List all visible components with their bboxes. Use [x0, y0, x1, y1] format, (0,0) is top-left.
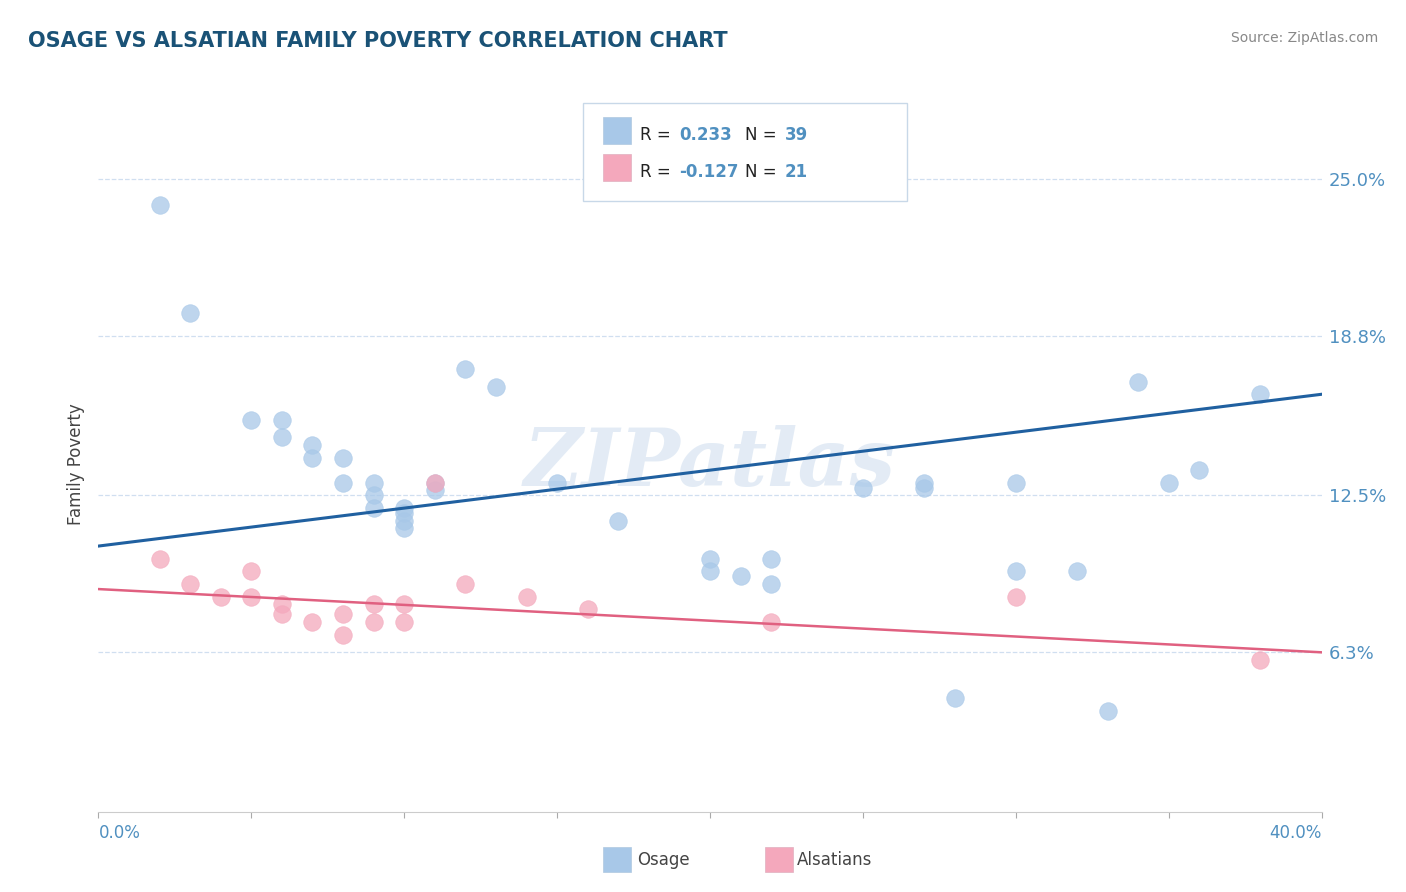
- Point: [179, 306, 201, 320]
- Point: [179, 577, 201, 591]
- Text: N =: N =: [745, 163, 782, 181]
- Text: Source: ZipAtlas.com: Source: ZipAtlas.com: [1230, 31, 1378, 45]
- Point: [209, 590, 232, 604]
- Point: [423, 475, 446, 490]
- Point: [363, 501, 385, 516]
- Point: [454, 577, 477, 591]
- Point: [546, 475, 568, 490]
- Point: [301, 438, 323, 452]
- Point: [149, 197, 172, 211]
- Text: OSAGE VS ALSATIAN FAMILY POVERTY CORRELATION CHART: OSAGE VS ALSATIAN FAMILY POVERTY CORRELA…: [28, 31, 728, 51]
- Point: [516, 590, 538, 604]
- Text: ZIPatlas: ZIPatlas: [524, 425, 896, 502]
- Point: [392, 615, 416, 629]
- Point: [270, 412, 292, 426]
- Point: [1004, 590, 1026, 604]
- Point: [912, 481, 935, 495]
- Point: [943, 690, 966, 705]
- Point: [759, 577, 782, 591]
- Point: [759, 615, 782, 629]
- Point: [759, 551, 782, 566]
- Point: [270, 597, 292, 611]
- Text: Alsatians: Alsatians: [797, 851, 873, 869]
- Point: [240, 412, 263, 426]
- Point: [332, 450, 354, 465]
- Point: [332, 607, 354, 622]
- Point: [699, 551, 721, 566]
- Point: [240, 565, 263, 579]
- Point: [392, 521, 416, 535]
- Point: [363, 615, 385, 629]
- Point: [485, 379, 508, 393]
- Point: [301, 450, 323, 465]
- Point: [1188, 463, 1211, 477]
- Point: [240, 590, 263, 604]
- Point: [332, 475, 354, 490]
- Point: [1004, 475, 1026, 490]
- Point: [423, 475, 446, 490]
- Point: [392, 597, 416, 611]
- Point: [1157, 475, 1180, 490]
- Text: Osage: Osage: [637, 851, 689, 869]
- Point: [423, 483, 446, 498]
- Text: 0.233: 0.233: [679, 126, 733, 144]
- Point: [363, 475, 385, 490]
- Point: [392, 501, 416, 516]
- Point: [1249, 387, 1271, 401]
- Y-axis label: Family Poverty: Family Poverty: [67, 403, 86, 524]
- Point: [730, 569, 752, 583]
- Point: [392, 506, 416, 520]
- Point: [1004, 565, 1026, 579]
- Point: [912, 475, 935, 490]
- Point: [149, 551, 172, 566]
- Point: [363, 597, 385, 611]
- Text: 40.0%: 40.0%: [1270, 824, 1322, 842]
- Point: [1097, 704, 1119, 718]
- Point: [363, 488, 385, 502]
- Point: [1066, 565, 1088, 579]
- Point: [270, 607, 292, 622]
- Point: [301, 615, 323, 629]
- Text: R =: R =: [640, 163, 676, 181]
- Point: [576, 602, 599, 616]
- Point: [607, 514, 630, 528]
- Point: [1128, 375, 1150, 389]
- Text: 21: 21: [785, 163, 807, 181]
- Point: [270, 430, 292, 444]
- Text: -0.127: -0.127: [679, 163, 738, 181]
- Text: 39: 39: [785, 126, 808, 144]
- Point: [699, 565, 721, 579]
- Point: [852, 481, 875, 495]
- Point: [454, 362, 477, 376]
- Text: N =: N =: [745, 126, 782, 144]
- Point: [332, 627, 354, 641]
- Text: 0.0%: 0.0%: [98, 824, 141, 842]
- Text: R =: R =: [640, 126, 676, 144]
- Point: [392, 514, 416, 528]
- Point: [1249, 653, 1271, 667]
